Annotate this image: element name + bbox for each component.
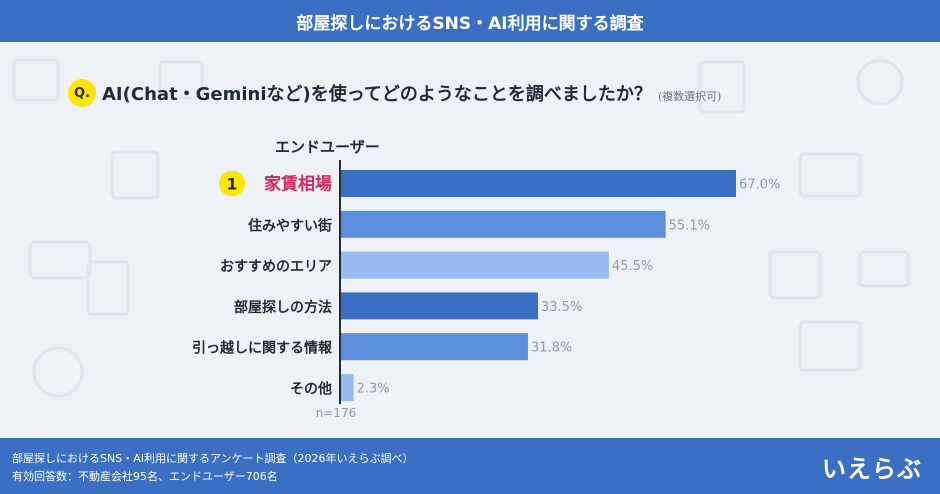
- value-label-1: 55.1%: [669, 218, 710, 233]
- question-row: Q. AI(Chat・Geminiなど)を使ってどのようなことを調べましたか？ …: [68, 79, 722, 107]
- category-label-4: 引っ越しに関する情報: [192, 340, 333, 357]
- envelope-icon: [798, 152, 862, 198]
- bar-4: [340, 333, 528, 361]
- chat-icon: [856, 58, 904, 106]
- value-label-0: 67.0%: [739, 178, 780, 193]
- card-icon: [858, 250, 910, 288]
- question-note: (複数選択可): [657, 90, 722, 103]
- brand-logo: いえらぶ: [822, 454, 922, 483]
- bar-5: [340, 374, 354, 401]
- document-icon: [86, 260, 130, 316]
- rank-badge-text: 1: [226, 175, 237, 194]
- header-banner: 部屋探しにおけるSNS・AI利用に関する調査: [0, 0, 940, 42]
- value-label-2: 45.5%: [612, 259, 653, 274]
- value-label-5: 2.3%: [357, 382, 390, 397]
- bar-2: [340, 251, 609, 279]
- category-label-1: 住みやすい街: [248, 217, 332, 234]
- banknote-icon: [28, 240, 92, 280]
- value-label-3: 33.5%: [541, 300, 582, 315]
- bar-0: [340, 170, 736, 197]
- bar-1: [340, 210, 666, 238]
- question-badge: Q.: [68, 79, 96, 107]
- calendar-icon: [12, 58, 60, 102]
- value-label-4: 31.8%: [531, 341, 572, 356]
- question-text: AI(Chat・Geminiなど)を使ってどのようなことを調べましたか？: [102, 84, 652, 105]
- map-icon: [158, 60, 204, 100]
- sample-size-label: n=176: [316, 406, 357, 420]
- building-icon: [698, 60, 746, 114]
- footer-banner: 部屋探しにおけるSNS・AI利用に関するアンケート調査（2026年いえらぶ調べ）…: [0, 438, 940, 494]
- bar-3: [340, 292, 538, 320]
- category-label-0: 家賃相場: [264, 174, 332, 195]
- footer-source: 部屋探しにおけるSNS・AI利用に関するアンケート調査（2026年いえらぶ調べ）: [12, 452, 414, 465]
- background-decoration: [12, 58, 910, 398]
- clock-icon: [32, 346, 84, 398]
- house-icon: [110, 150, 160, 200]
- segment-label: エンドユーザー: [275, 138, 380, 156]
- category-label-5: その他: [290, 381, 332, 398]
- header-title: 部屋探しにおけるSNS・AI利用に関する調査: [296, 13, 644, 34]
- video-icon: [798, 320, 862, 372]
- category-label-2: おすすめのエリア: [220, 259, 332, 275]
- rank-badge-circle: [219, 170, 245, 197]
- calendar-icon-right: [768, 250, 822, 300]
- category-label-3: 部屋探しの方法: [234, 299, 332, 316]
- footer-respondents: 有効回答数：不動産会社95名、エンドユーザー706名: [12, 470, 278, 483]
